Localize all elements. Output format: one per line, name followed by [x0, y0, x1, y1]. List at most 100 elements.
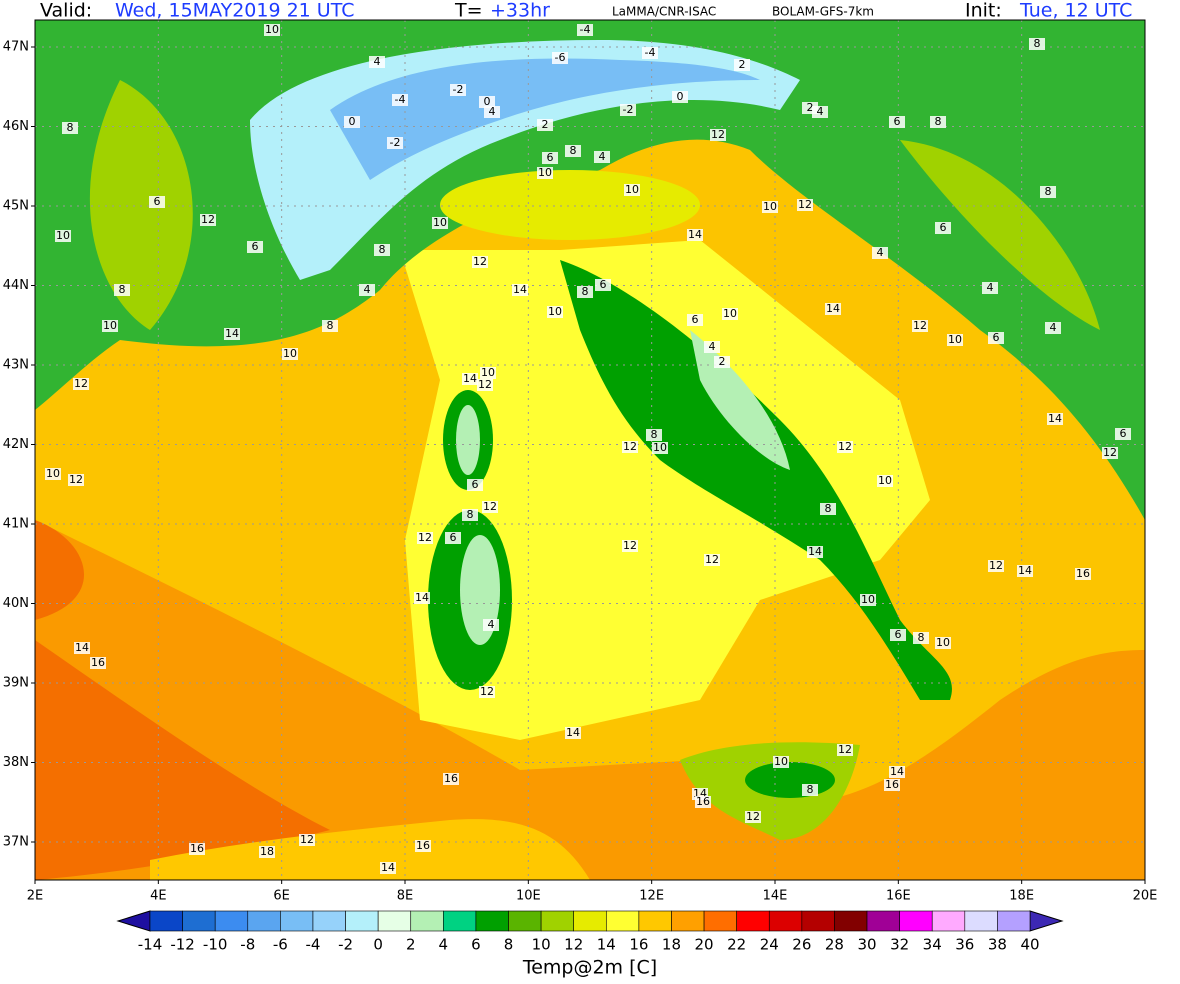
contour-label-box: [773, 756, 789, 768]
colorbar-box: [508, 910, 542, 932]
contour-label-box: [415, 840, 431, 852]
contour-label: 14: [688, 228, 702, 241]
contour-label: 6: [993, 331, 1000, 344]
contour-label-box: [537, 119, 553, 131]
contour-label-box: [734, 59, 750, 71]
contour-label-box: [477, 379, 493, 391]
init-value: Tue, 12 UTC: [1019, 0, 1132, 22]
contour-label: 10: [878, 474, 892, 487]
contour-label: 12: [69, 473, 83, 486]
colorbar-box: [638, 910, 672, 932]
contour-label: 14: [1018, 564, 1032, 577]
contour-label: 8: [570, 144, 577, 157]
contour-label: 8: [651, 428, 658, 441]
lat-label: 47N: [3, 40, 29, 55]
contour-label-box: [479, 686, 495, 698]
contour-label: 16: [416, 839, 430, 852]
contour-label: 14: [566, 726, 580, 739]
contour-label: 10: [481, 366, 495, 379]
graticule: 47N 46N 45N 44N 43N 42N 41N 40N 39N 38N 37N 2E 4E 6E 8…: [3, 20, 1157, 904]
contour-label-box: [622, 441, 638, 453]
lon-label: 8E: [397, 889, 414, 904]
contour-label: 2: [739, 58, 746, 71]
contour-label-box: [374, 244, 390, 256]
colorbar-box: [801, 910, 835, 932]
contour-label-box: [565, 727, 581, 739]
contour-label: 4: [488, 618, 495, 631]
contour-label-box: [264, 24, 280, 36]
contour-label-box: [762, 201, 778, 213]
map-frame: [34, 19, 1146, 881]
lat-label: 41N: [3, 517, 29, 532]
contour-label-box: [189, 843, 205, 855]
header: Valid: Wed, 15MAY2019 21 UTC T= +33hr La…: [40, 0, 1132, 22]
contour-label: 6: [252, 240, 259, 253]
contour-label-box: [369, 56, 385, 68]
contour-label: 10: [861, 593, 875, 606]
contour-label-box: [480, 367, 496, 379]
contour-label: 8: [582, 285, 589, 298]
source: LaMMA/CNR-ISAC: [612, 5, 716, 19]
contour-label-box: [710, 129, 726, 141]
contour-label-box: [807, 546, 823, 558]
colorbar-box: [182, 910, 216, 932]
contour-label: 14: [225, 327, 239, 340]
contour-label-box: [565, 145, 581, 157]
contour-label: 2: [719, 355, 726, 368]
contour-label: -2: [623, 103, 634, 116]
contour-label: 14: [826, 302, 840, 315]
contour-label: 16: [444, 772, 458, 785]
contour-label: 12: [913, 319, 927, 332]
colorbar-box: [214, 910, 249, 932]
colorbar-low-arrow: [116, 910, 151, 932]
contour-label-box: [282, 348, 298, 360]
contour-label: 8: [67, 121, 74, 134]
colorbar-label: -4: [305, 936, 320, 954]
contour-label-box: [149, 196, 165, 208]
contour-label-box: [322, 320, 338, 332]
contour-label-box: [247, 241, 263, 253]
contour-label: 14: [1048, 412, 1062, 425]
corsica-high: [456, 405, 480, 475]
contour-label-box: [479, 96, 495, 108]
contour-label-box: [359, 284, 375, 296]
contour-label-box: [1017, 565, 1033, 577]
contour-label: 4: [599, 150, 606, 163]
contour-label-box: [542, 152, 558, 164]
colorbar-label: -14: [138, 936, 163, 954]
contour-label-box: [889, 766, 905, 778]
contour-label-box: [890, 629, 906, 641]
contour-label: 14: [415, 591, 429, 604]
contour-label-box: [988, 560, 1004, 572]
contour-label-box: [672, 91, 688, 103]
contour-label: 14: [890, 765, 904, 778]
contour-label-box: [745, 811, 761, 823]
contour-label-box: [482, 501, 498, 513]
colorbar-box: [768, 910, 803, 932]
alps-cold: [330, 58, 760, 180]
t-label: T=: [454, 0, 483, 22]
contour-label-box: [620, 104, 636, 116]
contour-label-box: [380, 862, 396, 874]
hot-band: [35, 520, 330, 880]
contour-label-box: [537, 167, 553, 179]
contour-label: 4: [709, 340, 716, 353]
lat-label: 40N: [3, 596, 29, 611]
contour-label: 4: [364, 283, 371, 296]
contour-label-box: [90, 657, 106, 669]
lat-label: 42N: [3, 437, 29, 452]
contour-label-box: [1075, 568, 1091, 580]
colorbar-label: -12: [170, 936, 195, 954]
contour-label-box: [299, 834, 315, 846]
colorbar-label: 36: [955, 936, 974, 954]
africa-coast: [150, 819, 590, 880]
valid-value: Wed, 15MAY2019 21 UTC: [115, 0, 354, 22]
colorbar-box: [899, 910, 933, 932]
contour-label: 6: [450, 531, 457, 544]
contour-label-box: [912, 320, 928, 332]
contour-label: -6: [555, 51, 566, 64]
contour-label-box: [344, 116, 360, 128]
contour-label: 8: [1045, 185, 1052, 198]
contour-label-box: [704, 554, 720, 566]
